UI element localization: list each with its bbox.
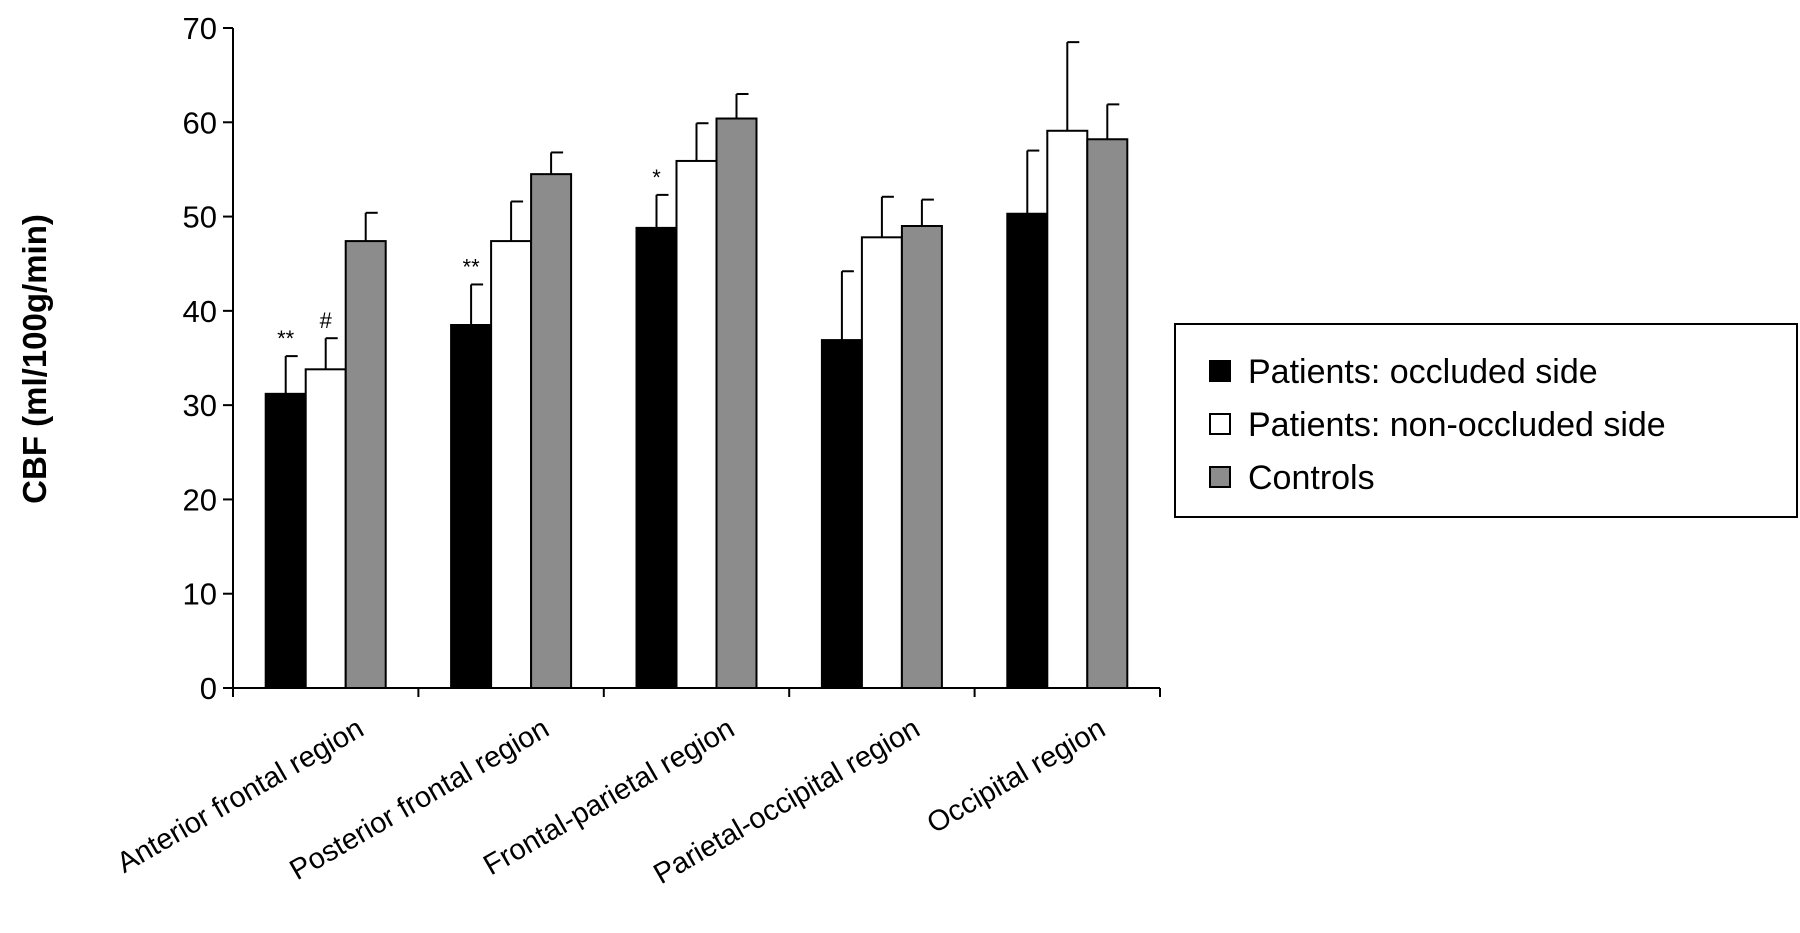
y-axis: 0 10 20 30 40 50 60 70	[183, 11, 234, 706]
y-tick-label: 60	[183, 105, 217, 140]
bar	[820, 339, 863, 689]
bar	[450, 324, 493, 689]
significance-marker: **	[277, 326, 295, 351]
y-tick-label: 20	[183, 482, 217, 517]
bar	[900, 225, 943, 689]
bar	[530, 173, 573, 689]
legend-box	[1174, 323, 1798, 518]
legend-label: Controls	[1248, 459, 1375, 497]
legend-swatch	[1209, 466, 1231, 488]
legend-swatch	[1209, 413, 1231, 435]
y-tick-label: 40	[183, 294, 217, 329]
annotations: **#***	[277, 165, 661, 351]
bar	[1086, 138, 1129, 689]
bar	[635, 226, 678, 689]
bar	[675, 159, 718, 689]
bar	[715, 117, 758, 689]
bars	[264, 117, 1129, 689]
significance-marker: **	[463, 254, 481, 279]
bar	[860, 236, 903, 689]
y-axis-title: CBF (ml/100g/min)	[16, 214, 53, 504]
error-bars	[284, 41, 1120, 394]
legend-label: Patients: non-occluded side	[1248, 406, 1666, 444]
bar	[264, 392, 307, 689]
bar	[1006, 212, 1049, 689]
y-tick-label: 0	[200, 671, 217, 706]
bar	[304, 368, 347, 689]
y-tick-label: 50	[183, 200, 217, 235]
legend-swatch	[1209, 360, 1231, 382]
bar	[1046, 129, 1089, 689]
bar	[490, 240, 533, 689]
legend-label: Patients: occluded side	[1248, 353, 1598, 391]
y-tick-label: 30	[183, 388, 217, 423]
x-axis	[232, 687, 1161, 697]
category-label: Occipital region	[922, 712, 1111, 840]
legend: Patients: occluded side Patients: non-occ…	[1174, 323, 1798, 518]
y-tick-label: 70	[183, 11, 217, 46]
significance-marker: #	[320, 308, 333, 333]
significance-marker: *	[652, 165, 661, 190]
bar	[344, 240, 387, 689]
y-tick-label: 10	[183, 577, 217, 612]
